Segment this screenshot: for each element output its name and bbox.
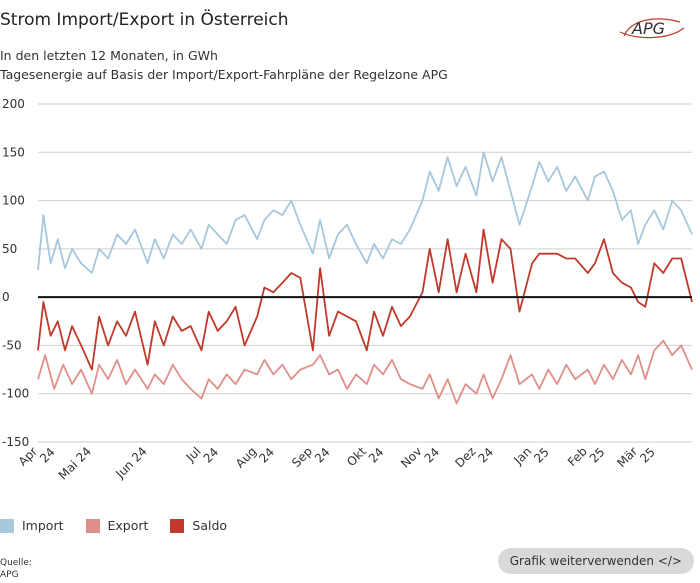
logo-swoosh-lower [619, 27, 685, 39]
logo-text: APG [631, 19, 665, 38]
y-axis-ticks: -150 -100 -50 0 50 100 150 200 [2, 97, 29, 449]
reuse-graphic-button[interactable]: Grafik weiterverwenden </> [497, 548, 694, 574]
series-lines [37, 151, 693, 405]
legend: Import Export Saldo [0, 518, 227, 533]
chart-subtitle-units: In den letzten 12 Monaten, in GWh [0, 48, 218, 63]
apg-logo: APG [618, 14, 688, 46]
y-tick-label: 150 [2, 145, 25, 159]
legend-label-export: Export [107, 518, 149, 533]
legend-label-import: Import [22, 518, 64, 533]
legend-swatch-export [85, 518, 100, 533]
series-line-import [37, 151, 693, 274]
grid-lines [38, 103, 692, 443]
y-tick-label: -50 [2, 338, 22, 352]
source-value: APG [0, 570, 19, 580]
legend-item-import[interactable]: Import [0, 518, 64, 533]
y-tick-label: -100 [2, 387, 29, 401]
chart-subtitle-description: Tagesenergie auf Basis der Import/Export… [0, 67, 448, 82]
legend-label-saldo: Saldo [192, 518, 228, 533]
series-line-export [37, 339, 693, 405]
y-tick-label: 100 [2, 194, 25, 208]
legend-swatch-saldo [170, 518, 185, 533]
y-tick-label: -150 [2, 435, 29, 449]
legend-item-export[interactable]: Export [85, 518, 149, 533]
source-label: Quelle: [0, 558, 32, 568]
source-note: Quelle: APG [0, 557, 32, 581]
legend-swatch-import [0, 518, 14, 533]
y-tick-label: 0 [2, 290, 10, 304]
y-tick-label: 200 [2, 97, 25, 111]
x-tick-label: Jun 24 [112, 444, 149, 481]
y-tick-label: 50 [2, 242, 17, 256]
x-tick-label: Mai 24 [56, 444, 94, 482]
legend-item-saldo[interactable]: Saldo [170, 518, 227, 533]
chart-title: Strom Import/Export in Österreich [0, 10, 289, 30]
series-line-saldo [37, 228, 693, 371]
logo-swoosh [623, 18, 681, 37]
